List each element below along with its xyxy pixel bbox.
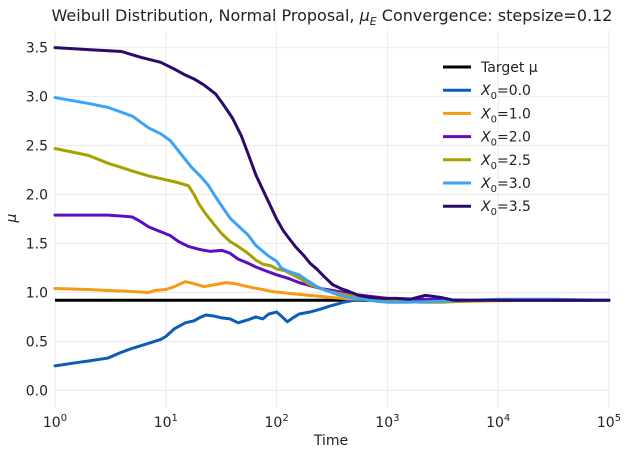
x-tick-label: 104 (486, 413, 510, 431)
y-tick-label: 1.5 (26, 236, 48, 252)
legend-label-1: X0=1.0 (480, 106, 531, 125)
series-line-0 (53, 297, 611, 368)
title-subscript: E (370, 15, 377, 28)
legend-label-target: Target μ (480, 60, 538, 76)
title-prefix: Weibull Distribution, Normal Proposal, (52, 6, 360, 25)
y-tick-label: 0.5 (26, 334, 48, 350)
x-tick-label: 101 (154, 413, 178, 431)
y-tick-label: 2.0 (26, 188, 48, 204)
grid (54, 30, 610, 408)
y-tick-label: 3.0 (26, 90, 48, 106)
x-tick-label: 105 (597, 413, 621, 431)
title-suffix: Convergence: stepsize=0.12 (377, 6, 613, 25)
x-tick-labels: 100 101 102 103 104 105 (43, 413, 621, 431)
y-tick-label: 0.0 (26, 383, 48, 399)
x-tick-label: 100 (43, 413, 67, 431)
legend-label-3: X0=2.5 (480, 153, 531, 172)
y-tick-label: 3.5 (26, 41, 48, 57)
series-line-2 (53, 213, 611, 302)
y-axis-label: μ (4, 213, 20, 223)
series-line-5 (53, 46, 611, 302)
y-tick-label: 2.5 (26, 139, 48, 155)
legend-label-4: X0=3.0 (480, 176, 531, 195)
legend-label-0: X0=0.0 (480, 83, 531, 102)
x-axis-label: Time (313, 433, 348, 449)
title-mu: μ (359, 6, 370, 25)
y-tick-label: 1.0 (26, 285, 48, 301)
chart-title: Weibull Distribution, Normal Proposal, μ… (52, 6, 613, 28)
y-tick-labels: 0.0 0.5 1.0 1.5 2.0 2.5 3.0 3.5 (26, 41, 48, 400)
x-tick-label: 102 (264, 413, 288, 431)
series-line-3 (53, 146, 611, 304)
legend-label-5: X0=3.5 (480, 199, 531, 218)
legend: Target μ X0=0.0 X0=1.0 X0=2.0 X0=2.5 X0=3.0 X0… (443, 60, 538, 218)
series-line-4 (53, 96, 611, 304)
legend-label-2: X0=2.0 (480, 130, 531, 149)
series-layer (53, 46, 611, 368)
x-tick-label: 103 (375, 413, 399, 431)
